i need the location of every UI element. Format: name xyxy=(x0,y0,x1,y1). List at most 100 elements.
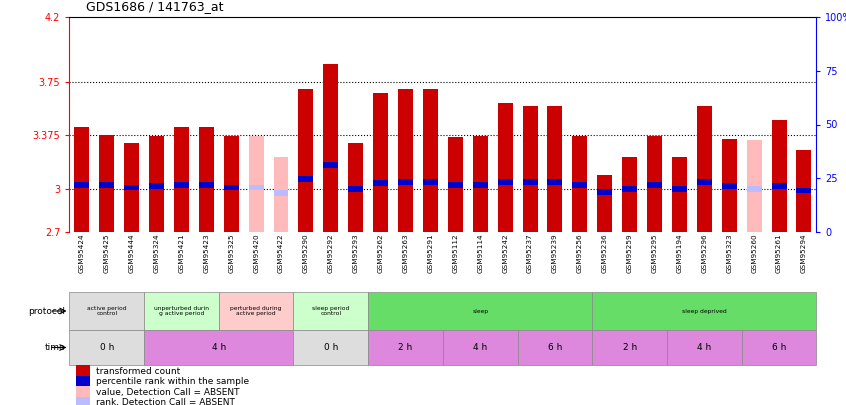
Bar xyxy=(294,330,368,365)
Bar xyxy=(473,182,487,188)
Bar xyxy=(597,189,613,195)
Text: 0 h: 0 h xyxy=(324,343,338,352)
Bar xyxy=(497,179,513,185)
Bar xyxy=(473,136,487,232)
Bar xyxy=(622,186,637,192)
Bar xyxy=(69,292,144,330)
Bar xyxy=(747,186,761,192)
Bar xyxy=(373,93,388,232)
Bar xyxy=(76,376,90,388)
Bar xyxy=(199,127,214,232)
Bar xyxy=(622,158,637,232)
Bar xyxy=(249,185,264,190)
Bar xyxy=(368,292,592,330)
Bar xyxy=(398,179,413,185)
Bar xyxy=(144,292,219,330)
Text: sleep period
control: sleep period control xyxy=(312,306,349,316)
Bar xyxy=(249,136,264,232)
Bar xyxy=(796,188,811,193)
Text: 2 h: 2 h xyxy=(623,343,637,352)
Bar xyxy=(99,134,114,232)
Text: 4 h: 4 h xyxy=(212,343,226,352)
Bar xyxy=(349,186,363,192)
Bar xyxy=(294,292,368,330)
Text: time: time xyxy=(45,343,65,352)
Bar xyxy=(299,89,313,232)
Bar xyxy=(223,136,239,232)
Text: sleep deprived: sleep deprived xyxy=(682,309,727,313)
Bar xyxy=(672,186,687,192)
Bar xyxy=(523,179,537,185)
Bar xyxy=(373,180,388,186)
Text: rank, Detection Call = ABSENT: rank, Detection Call = ABSENT xyxy=(96,399,235,405)
Text: 6 h: 6 h xyxy=(547,343,562,352)
Bar xyxy=(523,106,537,232)
Bar xyxy=(124,185,139,190)
Bar xyxy=(597,175,613,232)
Bar xyxy=(349,143,363,232)
Text: sleep: sleep xyxy=(472,309,488,313)
Bar xyxy=(74,127,90,232)
Bar xyxy=(174,182,189,188)
Text: 0 h: 0 h xyxy=(100,343,114,352)
Text: value, Detection Call = ABSENT: value, Detection Call = ABSENT xyxy=(96,388,240,397)
Text: GDS1686 / 141763_at: GDS1686 / 141763_at xyxy=(86,0,224,13)
Bar xyxy=(149,183,164,189)
Bar xyxy=(124,143,139,232)
Bar xyxy=(547,106,563,232)
Bar xyxy=(742,330,816,365)
Bar xyxy=(573,182,587,188)
Bar xyxy=(518,330,592,365)
Bar xyxy=(697,106,711,232)
Bar xyxy=(299,176,313,182)
Bar xyxy=(772,183,787,189)
Bar xyxy=(672,158,687,232)
Bar xyxy=(398,89,413,232)
Bar xyxy=(697,179,711,185)
Text: active period
control: active period control xyxy=(87,306,127,316)
Bar xyxy=(573,136,587,232)
Text: 6 h: 6 h xyxy=(772,343,786,352)
Bar xyxy=(747,140,761,232)
Bar xyxy=(443,330,518,365)
Bar xyxy=(772,120,787,232)
Bar xyxy=(423,179,438,185)
Bar xyxy=(223,185,239,190)
Bar xyxy=(547,179,563,185)
Text: 4 h: 4 h xyxy=(473,343,487,352)
Bar xyxy=(76,386,90,399)
Bar xyxy=(647,182,662,188)
Bar xyxy=(647,136,662,232)
Bar xyxy=(219,292,294,330)
Bar xyxy=(722,139,737,232)
Bar xyxy=(69,330,144,365)
Text: protocol: protocol xyxy=(28,307,65,315)
Bar xyxy=(144,330,294,365)
Bar xyxy=(76,365,90,377)
Bar xyxy=(423,89,438,232)
Text: percentile rank within the sample: percentile rank within the sample xyxy=(96,377,250,386)
Text: 2 h: 2 h xyxy=(398,343,413,352)
Bar xyxy=(448,182,463,188)
Bar xyxy=(722,183,737,189)
Bar xyxy=(497,103,513,232)
Bar xyxy=(448,137,463,232)
Bar xyxy=(368,330,443,365)
Bar xyxy=(592,292,816,330)
Text: perturbed during
active period: perturbed during active period xyxy=(230,306,282,316)
Bar xyxy=(323,162,338,168)
Bar xyxy=(74,182,90,188)
Bar xyxy=(99,182,114,188)
Bar xyxy=(323,64,338,232)
Bar xyxy=(199,182,214,188)
Bar xyxy=(667,330,742,365)
Text: 4 h: 4 h xyxy=(697,343,711,352)
Bar xyxy=(273,158,288,232)
Text: unperturbed durin
g active period: unperturbed durin g active period xyxy=(154,306,209,316)
Bar xyxy=(592,330,667,365)
Bar xyxy=(174,127,189,232)
Bar xyxy=(273,190,288,196)
Text: transformed count: transformed count xyxy=(96,367,181,375)
Bar xyxy=(76,397,90,405)
Bar xyxy=(796,150,811,232)
